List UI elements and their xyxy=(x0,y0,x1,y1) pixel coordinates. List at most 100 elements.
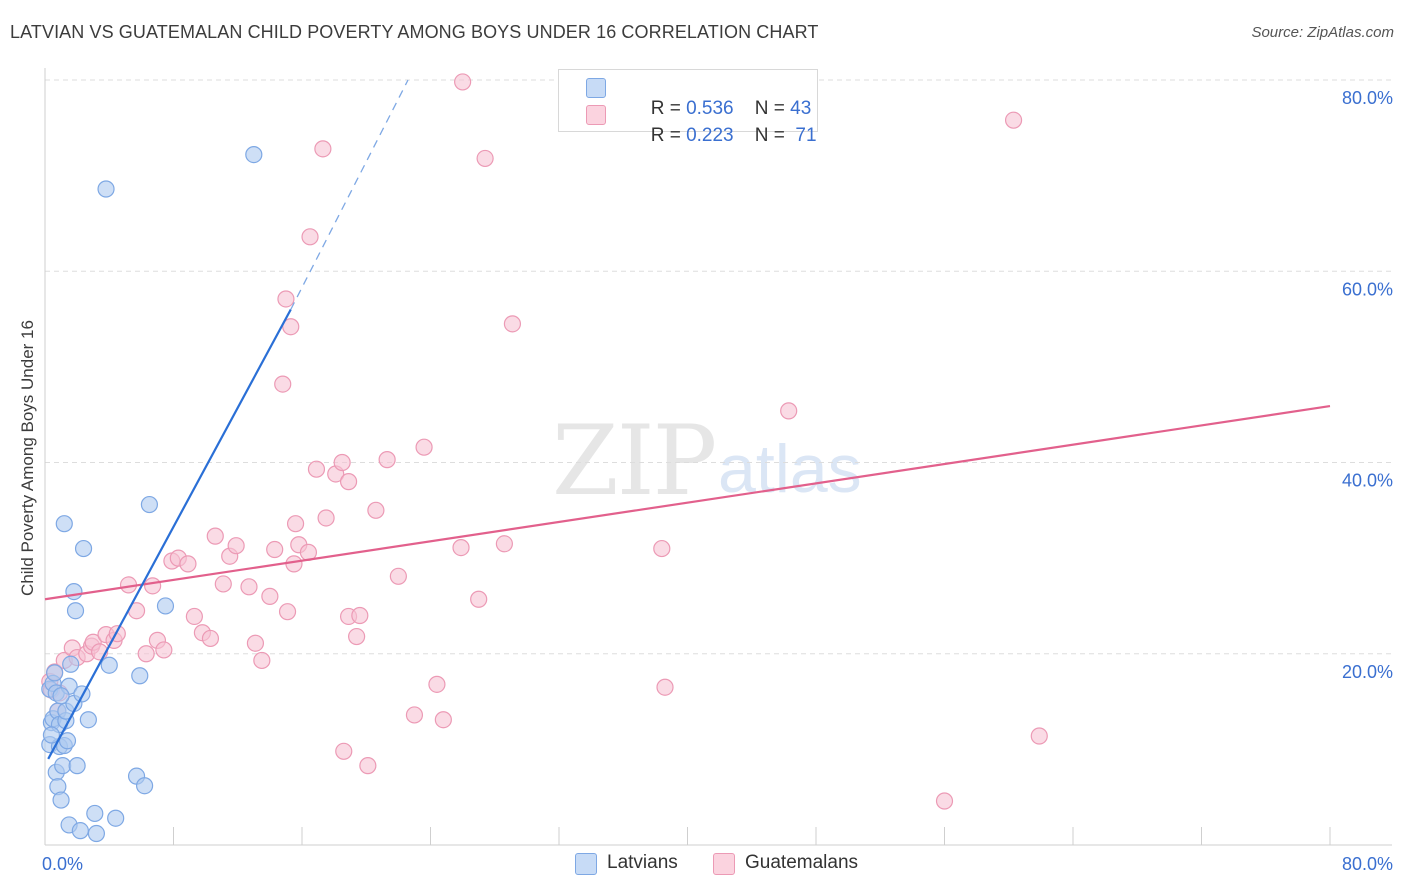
axes xyxy=(44,68,1392,846)
guatemalan-point xyxy=(282,318,300,336)
guatemalan-point xyxy=(428,675,446,693)
guatemalan-point xyxy=(452,539,470,557)
guatemalan-point xyxy=(780,402,798,420)
y-tick-label: 40.0% xyxy=(1342,471,1393,491)
latvian-point xyxy=(140,495,159,514)
guatemalans-n-value: 71 xyxy=(795,125,817,146)
latvian-point xyxy=(156,597,175,615)
latvian-point xyxy=(58,732,77,750)
guatemalan-point xyxy=(389,567,407,585)
x-tick-label-min: 0.0% xyxy=(42,854,83,874)
latvian-point xyxy=(107,809,125,827)
guatemalan-point xyxy=(155,641,173,659)
latvian-point xyxy=(68,757,86,775)
y-tick-label: 20.0% xyxy=(1342,662,1393,682)
guatemalan-point xyxy=(240,578,258,596)
guatemalan-point xyxy=(277,290,295,308)
guatemalans-legend-swatch xyxy=(713,853,735,875)
latvians-legend-swatch xyxy=(575,853,597,875)
guatemalan-point xyxy=(227,537,245,555)
guatemalan-point xyxy=(415,438,433,456)
guatemalan-point xyxy=(307,460,326,478)
guatemalan-point xyxy=(653,539,671,558)
y-axis-label: Child Poverty Among Boys Under 16 xyxy=(18,320,37,596)
chart-title: LATVIAN VS GUATEMALAN CHILD POVERTY AMON… xyxy=(10,22,819,42)
latvian-point xyxy=(87,824,106,843)
guatemalan-point xyxy=(261,587,279,605)
guatemalan-point xyxy=(470,590,488,608)
guatemalan-point xyxy=(935,792,954,810)
guatemalan-point xyxy=(476,149,494,168)
guatemalan-point xyxy=(317,509,335,527)
tick-labels: 20.0% 40.0% 60.0% 80.0% 0.0% 80.0% xyxy=(42,88,1393,874)
guatemalan-point xyxy=(286,515,305,533)
guatemalans-r-value: 0.223 xyxy=(686,125,734,146)
guatemalan-point xyxy=(144,577,162,595)
latvian-point xyxy=(42,726,61,744)
n-label: N = xyxy=(754,125,785,146)
trend-lines xyxy=(44,79,1331,760)
guatemalan-point xyxy=(333,453,351,472)
stats-legend: R = 0.536 N = 43 R = 0.223 N = 71 xyxy=(558,69,818,146)
guatemalan-point xyxy=(405,706,424,724)
latvians-legend-label: Latvians xyxy=(607,852,678,873)
guatemalan-point xyxy=(454,73,472,91)
latvian-point xyxy=(71,822,89,840)
guatemalan-point xyxy=(335,742,353,760)
guatemalans-swatch xyxy=(586,105,606,125)
guatemalans-points xyxy=(41,73,1048,810)
guatemalan-point xyxy=(495,535,513,553)
r-label: R = xyxy=(650,125,681,146)
guatemalan-point xyxy=(339,473,358,491)
r-label: R = xyxy=(650,98,681,119)
guatemalan-point xyxy=(503,315,522,333)
guatemalan-point xyxy=(274,375,292,393)
y-tick-label: 80.0% xyxy=(1342,88,1393,108)
latvians-swatch xyxy=(586,78,606,98)
latvian-point xyxy=(52,687,70,705)
latvian-point xyxy=(86,804,104,823)
latvians-n-value: 43 xyxy=(790,98,812,119)
guatemalan-point xyxy=(266,540,284,559)
guatemalan-point xyxy=(656,678,674,696)
guatemalan-point xyxy=(1030,727,1048,745)
latvian-point xyxy=(66,602,85,620)
latvian-point xyxy=(79,711,97,729)
latvians-trend-line xyxy=(47,308,292,760)
guatemalan-point xyxy=(367,501,385,519)
guatemalan-point xyxy=(246,634,265,652)
guatemalan-point xyxy=(206,527,224,545)
guatemalan-point xyxy=(137,645,155,663)
guatemalans-trend-line xyxy=(44,404,1331,601)
guatemalan-point xyxy=(1004,111,1023,129)
guatemalan-point xyxy=(359,757,377,775)
guatemalan-point xyxy=(314,140,332,158)
watermark-zip: ZIP xyxy=(552,405,717,517)
latvians-points xyxy=(41,145,263,843)
source-credit: Source: ZipAtlas.com xyxy=(1251,24,1394,41)
latvian-point xyxy=(100,656,118,674)
latvian-point xyxy=(65,582,83,601)
guatemalan-point xyxy=(301,228,319,246)
latvian-point xyxy=(62,655,80,673)
latvians-trend-extension xyxy=(290,79,409,310)
guatemalan-point xyxy=(179,555,197,573)
latvian-point xyxy=(97,180,115,198)
guatemalan-point xyxy=(285,555,303,573)
guatemalan-point xyxy=(253,651,271,670)
latvian-point xyxy=(74,539,93,558)
latvians-r-value: 0.536 xyxy=(686,98,734,119)
guatemalans-legend-label: Guatemalans xyxy=(745,852,859,873)
latvian-point xyxy=(46,664,64,682)
guatemalan-point xyxy=(201,629,220,648)
latvian-point xyxy=(52,791,70,809)
latvian-point xyxy=(245,145,263,164)
guatemalan-point xyxy=(278,603,297,621)
guatemalan-point xyxy=(348,627,366,646)
y-tick-label: 60.0% xyxy=(1342,279,1393,299)
guatemalan-point xyxy=(185,607,203,626)
guatemalan-point xyxy=(434,711,452,729)
latvian-point xyxy=(54,757,72,775)
x-tick-label-max: 80.0% xyxy=(1342,854,1393,874)
